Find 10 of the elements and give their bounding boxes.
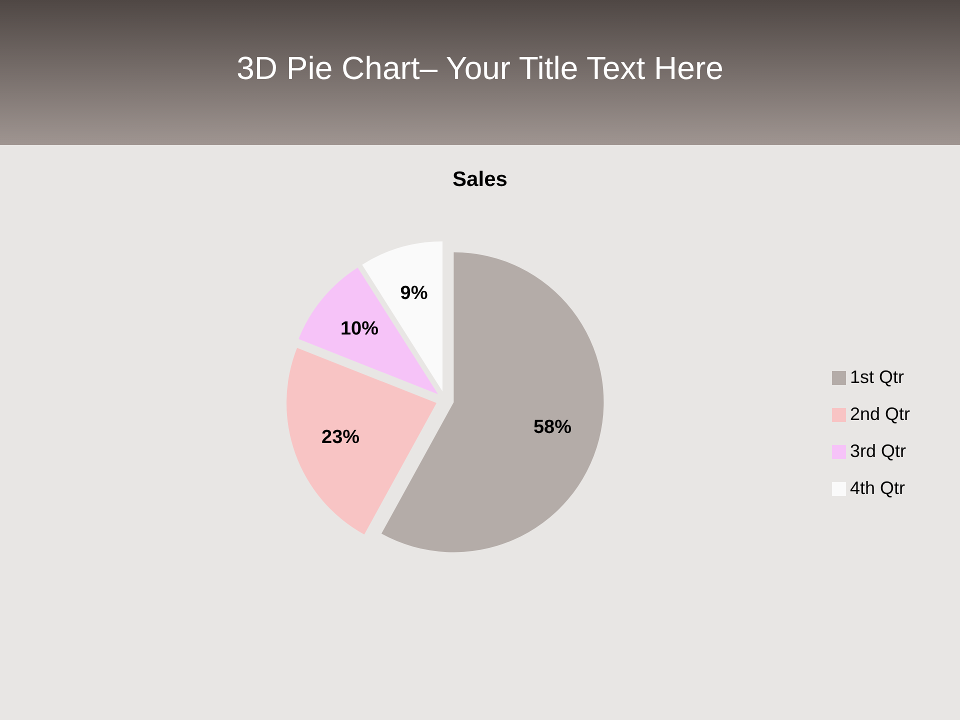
- legend-label: 4th Qtr: [850, 478, 905, 498]
- chart-subtitle: Sales: [452, 167, 508, 193]
- data-label: 58%: [533, 417, 572, 438]
- data-label: 10%: [340, 318, 379, 340]
- chart-title: 3D Pie Chart– Your Title Text Here: [236, 49, 724, 88]
- data-label: 9%: [400, 282, 428, 304]
- legend-label: 2nd Qtr: [850, 404, 910, 424]
- legend-label: 1st Qtr: [850, 366, 904, 386]
- data-label: 23%: [322, 427, 360, 448]
- legend-label: 3rd Qtr: [850, 440, 906, 460]
